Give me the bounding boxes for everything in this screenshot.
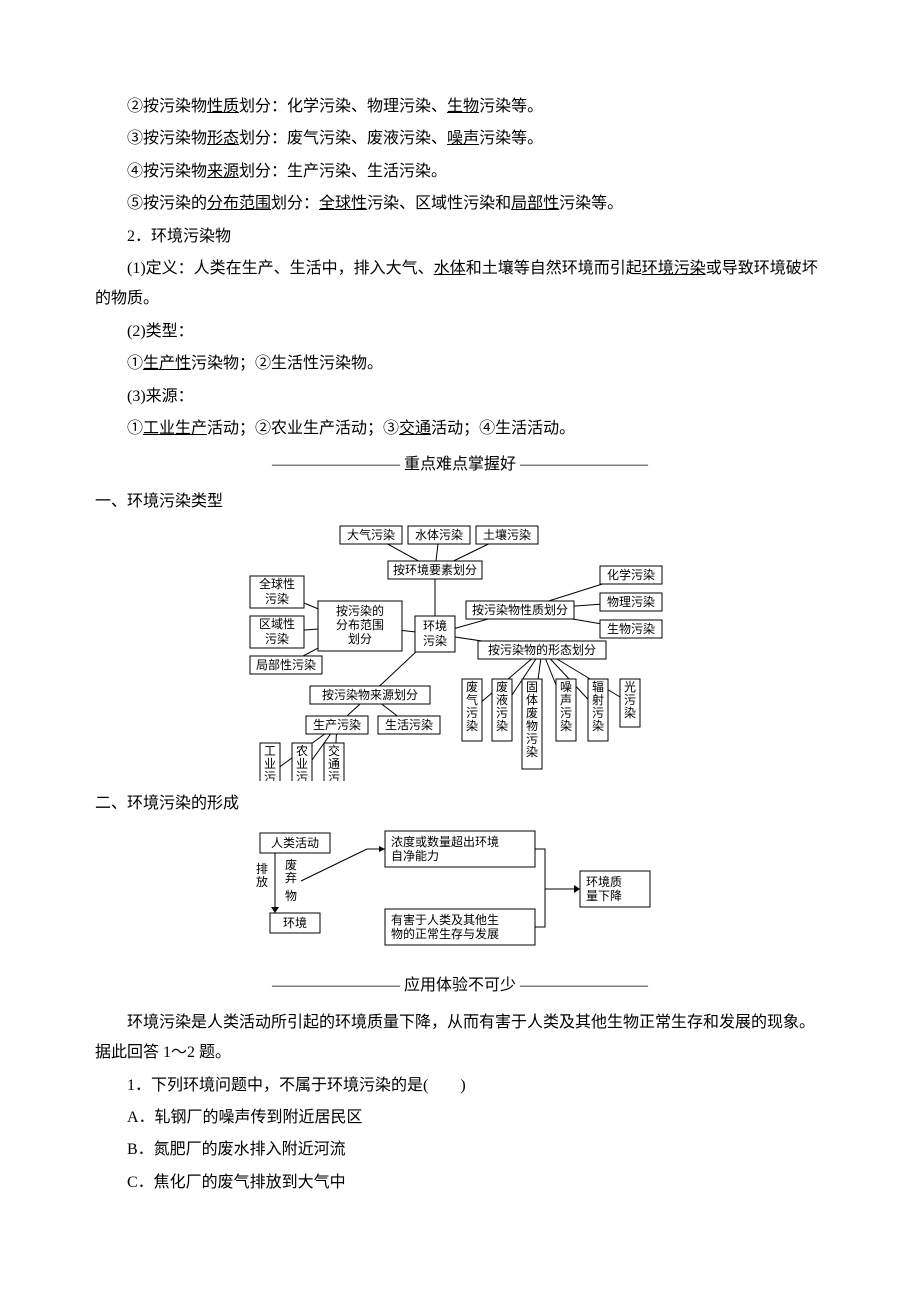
- line-2: ②按污染物性质划分：化学污染、物理污染、生物污染等。: [95, 92, 825, 122]
- t: ③按污染物: [127, 130, 207, 147]
- svg-text:物: 物: [285, 889, 297, 903]
- svg-text:人类活动: 人类活动: [271, 836, 319, 850]
- u: 噪声: [447, 130, 479, 147]
- sec2-2-items: ①生产性污染物；②生活性污染物。: [95, 349, 825, 379]
- svg-text:按环境要素划分: 按环境要素划分: [393, 562, 477, 577]
- u: 形态: [207, 130, 239, 147]
- svg-text:量下降: 量下降: [586, 889, 622, 903]
- svg-text:按污染物的形态划分: 按污染物的形态划分: [488, 642, 596, 657]
- q1-option-c: C．焦化厂的废气排放到大气中: [95, 1168, 825, 1198]
- svg-text:污染: 污染: [423, 633, 447, 648]
- divider-2: ———————— 应用体验不可少 ————————: [95, 971, 825, 1001]
- u: 生物: [447, 98, 479, 115]
- svg-text:物理污染: 物理污染: [607, 594, 655, 609]
- svg-text:废气污染: 废气污染: [466, 679, 478, 733]
- t: 活动；②农业生产活动；③: [207, 420, 399, 437]
- svg-text:环境质: 环境质: [586, 874, 622, 889]
- application-intro: 环境污染是人类活动所引起的环境质量下降，从而有害于人类及其他生物正常生存和发展的…: [95, 1008, 825, 1069]
- t: 污染等。: [479, 130, 543, 147]
- u: 来源: [207, 163, 239, 180]
- svg-text:污染: 污染: [265, 591, 289, 606]
- divider-1: ———————— 重点难点掌握好 ————————: [95, 450, 825, 480]
- sec2-title: 2．环境污染物: [95, 222, 825, 252]
- svg-text:物的正常生存与发展: 物的正常生存与发展: [391, 926, 499, 941]
- t: ①: [127, 355, 143, 372]
- t: 污染等。: [559, 195, 623, 212]
- u: 工业生产: [143, 420, 207, 437]
- u: 环境污染: [642, 260, 706, 277]
- svg-text:大气污染: 大气污染: [347, 527, 395, 542]
- t: ④按污染物: [127, 163, 207, 180]
- svg-text:噪声污染: 噪声污染: [560, 680, 572, 733]
- t: 污染物；②生活性污染物。: [191, 355, 383, 372]
- svg-text:划分: 划分: [348, 632, 372, 646]
- svg-text:废液污染: 废液污染: [496, 679, 508, 733]
- t: ①: [127, 420, 143, 437]
- t: 划分：生产污染、生活污染。: [239, 163, 447, 180]
- t: 活动；④生活活动。: [431, 420, 575, 437]
- question-1: 1．下列环境问题中，不属于环境污染的是( ): [95, 1071, 825, 1101]
- svg-text:工业污染: 工业污染: [264, 744, 276, 781]
- q1-option-b: B．氮肥厂的废水排入附近河流: [95, 1135, 825, 1165]
- t: 划分：废气污染、废液污染、: [239, 130, 447, 147]
- u: 性质: [207, 98, 239, 115]
- sec2-3: (3)来源：: [95, 382, 825, 412]
- svg-text:光污染: 光污染: [624, 680, 636, 720]
- svg-text:交通污染: 交通污染: [328, 743, 340, 781]
- svg-text:土壤污染: 土壤污染: [483, 527, 531, 542]
- svg-text:排放: 排放: [256, 862, 268, 889]
- sec2-3-items: ①工业生产活动；②农业生产活动；③交通活动；④生活活动。: [95, 414, 825, 444]
- diagram-2-wrap: 排放废弃物 人类活动环境 浓度或数量超出环境自净能力有害于人类及其他生物的正常生存与…: [95, 823, 825, 953]
- t: 污染等。: [479, 98, 543, 115]
- line-5: ⑤按污染的分布范围划分：全球性污染、区域性污染和局部性污染等。: [95, 189, 825, 219]
- svg-text:环境: 环境: [423, 618, 447, 633]
- u: 水体: [434, 260, 466, 277]
- diagram-pollution-types: 环境污染大气污染水体污染土壤污染按环境要素划分按污染物性质划分化学污染物理污染生…: [240, 521, 680, 781]
- q1-option-a: A．轧钢厂的噪声传到附近居民区: [95, 1103, 825, 1133]
- u: 全球性: [319, 195, 367, 212]
- svg-text:化学污染: 化学污染: [607, 567, 655, 582]
- svg-text:生产污染: 生产污染: [313, 717, 361, 732]
- svg-text:区域性: 区域性: [259, 617, 295, 631]
- svg-text:按污染的: 按污染的: [336, 603, 384, 618]
- svg-text:污染: 污染: [265, 631, 289, 646]
- t: 划分：化学污染、物理污染、: [239, 98, 447, 115]
- t: 污染、区域性污染和: [367, 195, 511, 212]
- svg-text:辐射污染: 辐射污染: [592, 679, 604, 733]
- svg-text:固体废物污染: 固体废物污染: [526, 680, 538, 759]
- diagram-pollution-formation: 排放废弃物 人类活动环境 浓度或数量超出环境自净能力有害于人类及其他生物的正常生存与…: [250, 823, 670, 953]
- svg-text:按污染物来源划分: 按污染物来源划分: [322, 687, 418, 702]
- heading-2: 二、环境污染的形成: [95, 789, 825, 819]
- u: 交通: [399, 420, 431, 437]
- u: 分布范围: [207, 195, 271, 212]
- svg-text:有害于人类及其他生: 有害于人类及其他生: [391, 912, 499, 927]
- t: ⑤按污染的: [127, 195, 207, 212]
- svg-text:农业污染: 农业污染: [296, 744, 308, 781]
- diagram-1-wrap: 环境污染大气污染水体污染土壤污染按环境要素划分按污染物性质划分化学污染物理污染生…: [95, 521, 825, 781]
- svg-text:水体污染: 水体污染: [415, 527, 463, 542]
- t: 和土壤等自然环境而引起: [466, 260, 642, 277]
- t: (1)定义：人类在生产、生活中，排入大气、: [127, 260, 434, 277]
- svg-text:全球性: 全球性: [259, 576, 295, 591]
- line-3: ③按污染物形态划分：废气污染、废液污染、噪声污染等。: [95, 124, 825, 154]
- svg-text:浓度或数量超出环境: 浓度或数量超出环境: [391, 834, 499, 849]
- svg-text:环境: 环境: [283, 915, 307, 930]
- line-4: ④按污染物来源划分：生产污染、生活污染。: [95, 157, 825, 187]
- svg-text:分布范围: 分布范围: [336, 618, 384, 632]
- svg-text:生活污染: 生活污染: [385, 717, 433, 732]
- svg-text:按污染物性质划分: 按污染物性质划分: [472, 602, 568, 617]
- sec2-2: (2)类型：: [95, 317, 825, 347]
- svg-text:废弃: 废弃: [285, 857, 297, 885]
- svg-text:局部性污染: 局部性污染: [256, 657, 316, 672]
- svg-text:生物污染: 生物污染: [607, 621, 655, 636]
- document-page: ②按污染物性质划分：化学污染、物理污染、生物污染等。 ③按污染物形态划分：废气污…: [0, 0, 920, 1302]
- sec2-def: (1)定义：人类在生产、生活中，排入大气、水体和土壤等自然环境而引起环境污染或导…: [95, 254, 825, 315]
- t: 划分：: [271, 195, 319, 212]
- u: 局部性: [511, 195, 559, 212]
- u: 生产性: [143, 355, 191, 372]
- t: ②按污染物: [127, 98, 207, 115]
- heading-1: 一、环境污染类型: [95, 487, 825, 517]
- svg-text:自净能力: 自净能力: [391, 849, 439, 863]
